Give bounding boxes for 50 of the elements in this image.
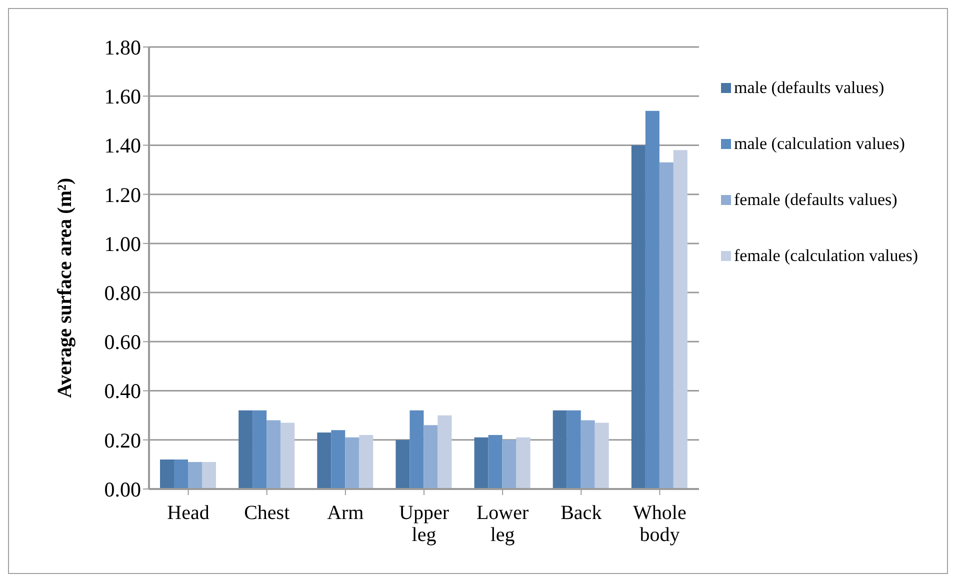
- bar: [516, 437, 530, 489]
- bar: [317, 432, 332, 489]
- x-tick-label: Lower leg: [476, 502, 530, 546]
- bar: [488, 434, 502, 489]
- bar: [396, 440, 410, 489]
- y-tick-label: 1.00: [104, 232, 141, 256]
- bar: [202, 462, 216, 489]
- bar: [659, 162, 674, 489]
- bar: [594, 422, 609, 489]
- x-tick-label: Whole body: [633, 502, 686, 546]
- y-tick-label: 0.20: [104, 428, 141, 452]
- x-tick-label: Upper leg: [399, 502, 450, 546]
- bar: [673, 150, 688, 489]
- legend-label: female (defaults values): [734, 189, 898, 211]
- bar: [331, 430, 346, 489]
- bar: [188, 462, 202, 489]
- bar: [552, 410, 567, 489]
- bar: [424, 425, 438, 489]
- bar: [280, 422, 295, 489]
- bar: [266, 420, 281, 489]
- bar: [474, 437, 488, 489]
- bar: [566, 410, 581, 489]
- y-tick-label: 0.40: [104, 379, 141, 404]
- y-tick-label: 1.80: [104, 35, 141, 60]
- bar: [410, 410, 424, 489]
- y-tick-label: 1.40: [104, 134, 141, 158]
- bar: [252, 410, 267, 489]
- x-tick-label: Chest: [244, 502, 290, 524]
- bar: [645, 110, 660, 489]
- x-tick-label: Head: [167, 502, 210, 524]
- legend-label: male (defaults values): [734, 77, 884, 99]
- bar: [238, 410, 253, 489]
- x-tick-label: Arm: [327, 502, 364, 524]
- legend-label: female (calculation values): [734, 245, 918, 267]
- bar: [631, 145, 646, 489]
- bar: [502, 440, 516, 489]
- bar: [359, 434, 374, 489]
- x-tick-label: Back: [560, 502, 602, 524]
- bar: [580, 420, 595, 489]
- y-axis-title: Average surface area (m²): [54, 178, 76, 398]
- y-tick-label: 0.00: [104, 477, 141, 502]
- bar: [160, 460, 174, 489]
- y-tick-label: 1.20: [104, 182, 141, 207]
- y-tick-label: 0.60: [104, 330, 141, 354]
- y-tick-label: 1.60: [104, 84, 141, 109]
- bar: [438, 415, 452, 489]
- y-tick-label: 0.80: [104, 281, 141, 306]
- bar: [345, 437, 360, 489]
- legend-label: male (calculation values): [734, 133, 905, 155]
- bar: [174, 460, 188, 489]
